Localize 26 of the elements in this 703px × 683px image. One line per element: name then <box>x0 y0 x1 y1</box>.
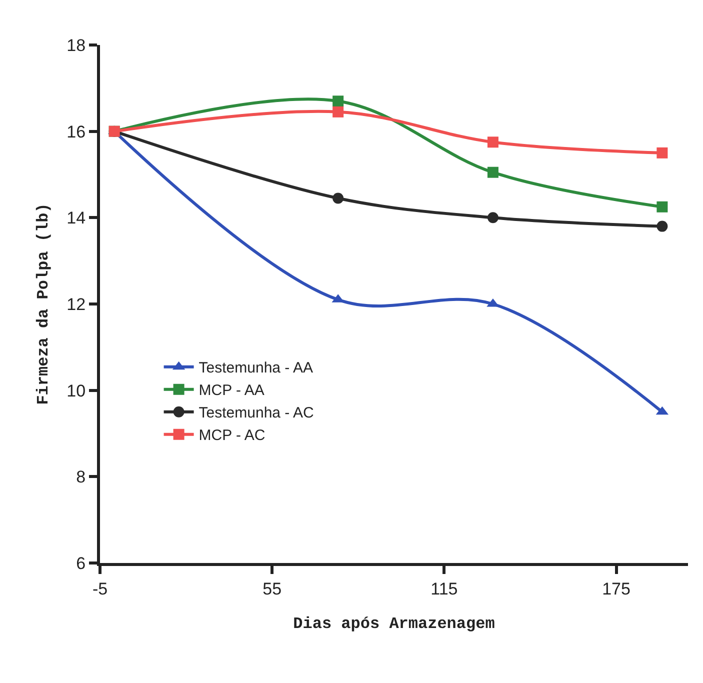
y-tick-label: 8 <box>76 468 86 487</box>
x-tick-label: -5 <box>92 579 108 598</box>
point <box>487 166 498 178</box>
y-tick-label: 14 <box>66 208 86 228</box>
y-tick-label: 10 <box>66 381 86 400</box>
point <box>487 136 498 148</box>
legend-label: Testemunha - AC <box>198 404 314 422</box>
legend-label: MCP - AA <box>198 382 264 400</box>
x-tick-label: 115 <box>430 579 458 598</box>
point <box>332 106 344 118</box>
point <box>656 201 668 212</box>
y-tick-label: 16 <box>66 122 86 142</box>
point <box>332 192 344 204</box>
y-tick-label: 18 <box>66 36 86 55</box>
x-axis-title: Dias após Armazenagem <box>293 615 496 634</box>
y-tick-label: 12 <box>66 294 86 314</box>
x-tick-label: 55 <box>262 579 282 598</box>
point <box>656 147 668 158</box>
point <box>487 212 498 224</box>
legend-label: MCP - AC <box>198 427 266 444</box>
x-tick-label: 175 <box>602 579 630 598</box>
legend-label: Testemunha - AA <box>198 360 314 377</box>
y-tick-label: 6 <box>76 554 86 573</box>
y-axis-title: Firmeza da Polpa (lb) <box>34 203 53 405</box>
point <box>656 220 668 232</box>
point <box>332 96 344 107</box>
